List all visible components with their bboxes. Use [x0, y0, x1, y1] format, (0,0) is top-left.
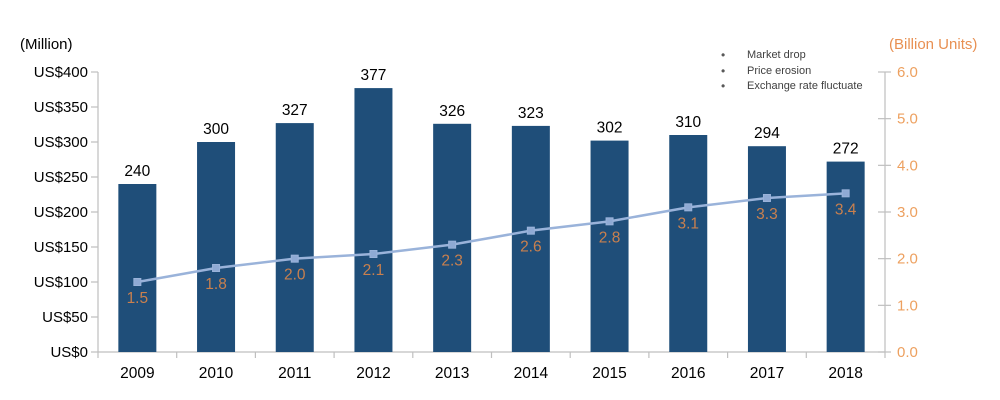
bar-value-label: 240 — [124, 163, 150, 180]
line-value-label: 1.5 — [127, 290, 149, 307]
annotation-list: • Market drop • Price erosion • Exchange… — [716, 48, 863, 95]
y-axis-right-tick-label: 2.0 — [897, 251, 918, 268]
line-value-label: 3.1 — [677, 215, 699, 232]
x-axis-category-label: 2010 — [199, 365, 234, 382]
bar-2015 — [590, 140, 629, 352]
bar-value-label: 326 — [439, 103, 465, 120]
annotation-label: Exchange rate fluctuate — [747, 80, 863, 92]
line-value-label: 1.8 — [205, 276, 227, 293]
line-value-label: 2.8 — [599, 229, 621, 246]
annotation-item: • Market drop — [716, 48, 863, 64]
y-axis-left-tick-label: US$350 — [34, 99, 88, 116]
bar-2009 — [118, 184, 157, 352]
bar-2014 — [511, 125, 550, 353]
bar-2012 — [354, 88, 393, 352]
line-marker-2011 — [290, 254, 299, 263]
bullet-icon: • — [721, 48, 726, 62]
bar-value-label: 300 — [203, 121, 229, 138]
line-marker-2009 — [133, 278, 142, 286]
x-axis-category-label: 2012 — [356, 365, 390, 382]
bullet-icon: • — [721, 63, 726, 78]
y-axis-left-tick-label: US$400 — [34, 64, 88, 81]
x-axis-category-label: 2013 — [435, 365, 469, 382]
line-marker-2016 — [684, 203, 693, 212]
y-axis-left-tick-label: US$0 — [50, 344, 88, 361]
bar-2013 — [433, 123, 472, 352]
bar-value-label: 294 — [754, 125, 780, 142]
x-axis-category-label: 2015 — [592, 365, 626, 382]
line-value-label: 2.0 — [284, 267, 306, 284]
bar-2010 — [197, 142, 236, 352]
annotation-label: Price erosion — [747, 64, 812, 77]
bar-value-label: 310 — [675, 114, 701, 131]
bar-value-label: 302 — [597, 120, 623, 137]
trend-line — [137, 192, 846, 284]
y-axis-right-tick-label: 1.0 — [897, 297, 918, 314]
bar-2017 — [747, 146, 786, 352]
x-axis-category-label: 2017 — [750, 365, 784, 382]
annotation-label: Market drop — [747, 49, 806, 61]
annotation-item: • Exchange rate fluctuate — [716, 79, 863, 95]
bullet-icon: • — [721, 79, 726, 93]
bar-value-label: 323 — [518, 105, 544, 122]
y-axis-right-tick-label: 5.0 — [897, 111, 918, 128]
line-marker-2012 — [369, 250, 378, 258]
bar-value-label: 327 — [282, 102, 308, 119]
y-axis-right-tick-label: 6.0 — [897, 64, 918, 81]
line-value-label: 2.3 — [441, 253, 463, 270]
y-axis-left-tick-label: US$150 — [34, 239, 88, 256]
line-value-label: 2.1 — [363, 262, 385, 279]
bar-value-label: 377 — [361, 67, 387, 84]
y-axis-left-tick-label: US$100 — [34, 274, 88, 291]
line-marker-2017 — [762, 194, 771, 202]
line-marker-2015 — [605, 217, 614, 226]
left-axis-title: (Million) — [20, 36, 73, 53]
line-marker-2018 — [841, 189, 850, 198]
x-axis-category-label: 2014 — [514, 365, 549, 382]
bar-2011 — [275, 123, 314, 352]
x-axis-category-label: 2009 — [120, 365, 154, 382]
line-value-label: 2.6 — [520, 239, 542, 256]
y-axis-right-tick-label: 4.0 — [897, 157, 918, 174]
y-axis-right-tick-label: 3.0 — [897, 204, 918, 221]
x-axis-category-label: 2011 — [278, 365, 311, 382]
line-marker-2013 — [448, 240, 457, 249]
y-axis-left-tick-label: US$200 — [34, 204, 88, 221]
y-axis-right-tick-label: 0.0 — [897, 344, 918, 361]
y-axis-left-tick-label: US$250 — [34, 169, 88, 186]
line-marker-2014 — [526, 226, 535, 235]
line-marker-2010 — [212, 264, 221, 272]
x-axis-category-label: 2018 — [828, 365, 862, 382]
bar-2016 — [669, 135, 708, 352]
annotation-item: • Price erosion — [716, 64, 863, 80]
line-value-label: 3.3 — [756, 206, 778, 223]
right-axis-title: (Billion Units) — [889, 36, 978, 53]
y-axis-left-tick-label: US$50 — [42, 309, 88, 326]
line-value-label: 3.4 — [835, 201, 857, 218]
y-axis-left-tick-label: US$300 — [34, 134, 88, 151]
x-axis-category-label: 2016 — [671, 365, 705, 382]
bar-value-label: 272 — [833, 141, 859, 158]
